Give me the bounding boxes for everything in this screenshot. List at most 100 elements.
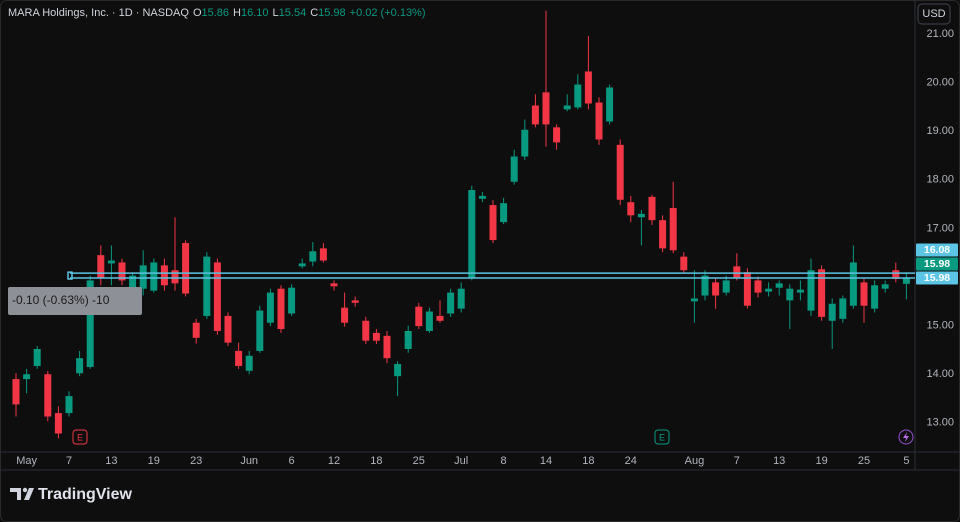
- candle-body: [881, 284, 889, 289]
- candle-body: [871, 285, 879, 309]
- ohlc-item: O15.86: [193, 7, 229, 19]
- candle-body: [23, 374, 31, 380]
- branding: TradingView: [10, 486, 133, 503]
- candle-body: [139, 265, 147, 289]
- candle-body: [659, 220, 667, 249]
- dividend-marker[interactable]: [898, 429, 914, 445]
- price-tag-label: 16.08: [924, 244, 950, 256]
- candle-body: [383, 335, 391, 359]
- candle-body: [256, 310, 264, 351]
- candle-body: [521, 129, 529, 157]
- candle-body: [701, 275, 709, 296]
- candle-body: [584, 71, 592, 104]
- candle-body: [839, 298, 847, 319]
- candle-body: [606, 87, 614, 122]
- x-tick-label: 23: [190, 455, 202, 467]
- candle-body: [902, 278, 910, 284]
- x-tick-label: 5: [903, 455, 909, 467]
- line-handle: [67, 271, 73, 280]
- candle-body: [563, 105, 571, 110]
- price-tag-label: 15.98: [924, 258, 950, 270]
- candle-body: [489, 205, 497, 241]
- candle-body: [574, 84, 582, 108]
- candle-body: [807, 270, 815, 311]
- price-tag: [916, 271, 958, 285]
- measure-background: [8, 287, 142, 315]
- event-marker[interactable]: E: [654, 429, 670, 445]
- candle-body: [722, 280, 730, 293]
- event-label: E: [77, 432, 83, 442]
- x-tick-label: 7: [66, 455, 72, 467]
- change-value: +0.02 (+0.13%): [349, 7, 426, 19]
- y-tick-label: 17.00: [926, 222, 954, 234]
- x-tick-label: May: [16, 455, 37, 467]
- candle-body: [786, 288, 794, 301]
- candle-body: [33, 348, 41, 366]
- logo-dot: [22, 487, 28, 493]
- candle-body: [457, 288, 465, 309]
- candle-body: [818, 269, 826, 317]
- currency-button[interactable]: USD: [917, 3, 951, 25]
- candle-body: [309, 251, 317, 262]
- candle-body: [203, 256, 211, 316]
- candle-body: [266, 292, 274, 323]
- y-tick-label: 19.00: [926, 125, 954, 137]
- price-tag-label: 15.98: [924, 272, 950, 284]
- candle-body: [553, 127, 561, 143]
- x-tick-label: 14: [540, 455, 552, 467]
- candle-body: [76, 358, 84, 374]
- x-tick-label: 8: [501, 455, 507, 467]
- x-tick-label: Jun: [240, 455, 258, 467]
- measure-box: -0.10 (-0.63%) -10: [8, 287, 142, 315]
- candle-body: [171, 270, 179, 284]
- candle-body: [351, 300, 359, 303]
- x-tick-label: 24: [625, 455, 637, 467]
- candle-body: [468, 190, 476, 279]
- event-label: E: [659, 432, 665, 442]
- x-tick-label: 19: [815, 455, 827, 467]
- ohlc-key: C: [310, 7, 319, 19]
- x-tick-label: 25: [858, 455, 870, 467]
- event-marker[interactable]: E: [72, 429, 88, 445]
- candle-body: [542, 92, 550, 125]
- candle-body: [733, 266, 741, 278]
- candle-body: [277, 288, 285, 330]
- candle-body: [341, 307, 349, 323]
- candle-body: [129, 275, 137, 291]
- x-tick-label: 12: [328, 455, 340, 467]
- marker-circle: [898, 429, 914, 445]
- candle-body: [319, 248, 327, 261]
- candle-body: [436, 315, 444, 321]
- candle-body: [669, 208, 677, 251]
- candle-body: [616, 144, 624, 200]
- x-tick-label: 25: [413, 455, 425, 467]
- x-tick-label: 18: [370, 455, 382, 467]
- candle-body: [743, 272, 751, 306]
- candle-body: [754, 280, 762, 293]
- currency-label: USD: [922, 8, 945, 20]
- candle-body: [372, 332, 380, 341]
- candle-body: [860, 282, 868, 306]
- candle-body: [97, 255, 105, 279]
- candle-body: [298, 263, 306, 267]
- ohlc-key: H: [233, 7, 241, 19]
- candle-body: [595, 102, 603, 140]
- candle-body: [394, 364, 402, 377]
- candle-body: [44, 374, 52, 417]
- logo-icon: [10, 488, 34, 500]
- ohlc-value: 15.54: [278, 7, 307, 19]
- x-tick-label: 13: [105, 455, 117, 467]
- x-tick-label: 13: [773, 455, 785, 467]
- candle-body: [500, 203, 508, 223]
- candle-body: [213, 262, 221, 331]
- candle-body: [192, 322, 200, 338]
- candle-body: [12, 379, 20, 405]
- candle-body: [892, 270, 900, 279]
- candle-body: [690, 298, 698, 302]
- y-tick-label: 14.00: [926, 368, 954, 380]
- candle-body: [478, 195, 486, 199]
- ohlc-item: L15.54: [273, 7, 307, 19]
- price-tag: [916, 243, 958, 257]
- candle-body: [288, 287, 296, 314]
